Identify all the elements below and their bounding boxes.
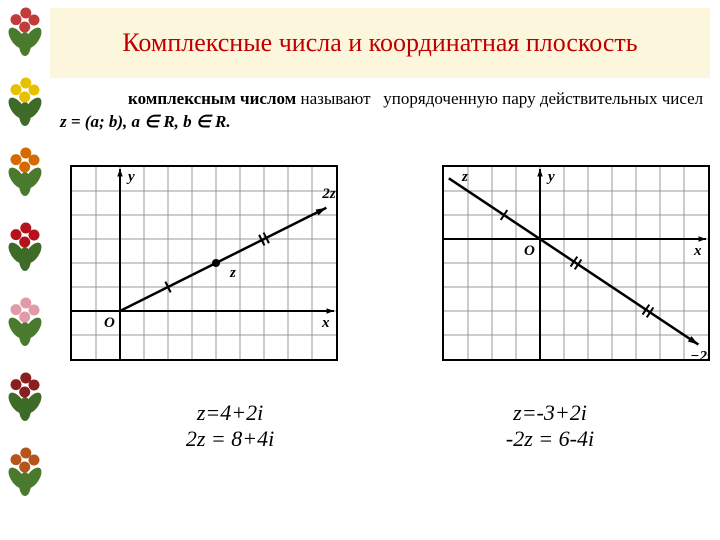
caption-left-line2: 2z = 8+4i (90, 426, 370, 452)
def-plain: называют упорядоченную пару действительн… (296, 89, 703, 108)
svg-text:y: y (126, 169, 135, 185)
title-banner: Комплексные числа и координатная плоскос… (50, 8, 710, 78)
definition-text: комплексным числом называют упорядоченну… (60, 88, 710, 134)
chart-right: x y Oz −2z (442, 165, 710, 361)
svg-text:z: z (461, 169, 468, 185)
svg-text:x: x (321, 315, 330, 331)
def-bold: комплексным числом (128, 89, 296, 108)
svg-text:y: y (546, 169, 555, 185)
floral-border (0, 0, 50, 540)
svg-text:z: z (229, 265, 236, 281)
charts-row: x y Oz 2z x y Oz −2z (70, 165, 710, 361)
def-formula: z = (a; b), a ∈ R, b ∈ R. (60, 112, 231, 131)
chart-left: x y Oz 2z (70, 165, 338, 361)
caption-left-line1: z=4+2i (90, 400, 370, 426)
caption-right: z=-3+2i -2z = 6-4i (410, 400, 690, 452)
svg-text:x: x (693, 243, 702, 259)
svg-text:2z: 2z (321, 186, 336, 202)
caption-right-line2: -2z = 6-4i (410, 426, 690, 452)
def-indent (60, 89, 128, 108)
svg-text:O: O (104, 315, 115, 331)
svg-text:−2z: −2z (690, 349, 708, 359)
captions-row: z=4+2i 2z = 8+4i z=-3+2i -2z = 6-4i (70, 400, 710, 452)
caption-right-line1: z=-3+2i (410, 400, 690, 426)
page-title: Комплексные числа и координатная плоскос… (122, 27, 637, 60)
caption-left: z=4+2i 2z = 8+4i (90, 400, 370, 452)
svg-text:O: O (524, 243, 535, 259)
